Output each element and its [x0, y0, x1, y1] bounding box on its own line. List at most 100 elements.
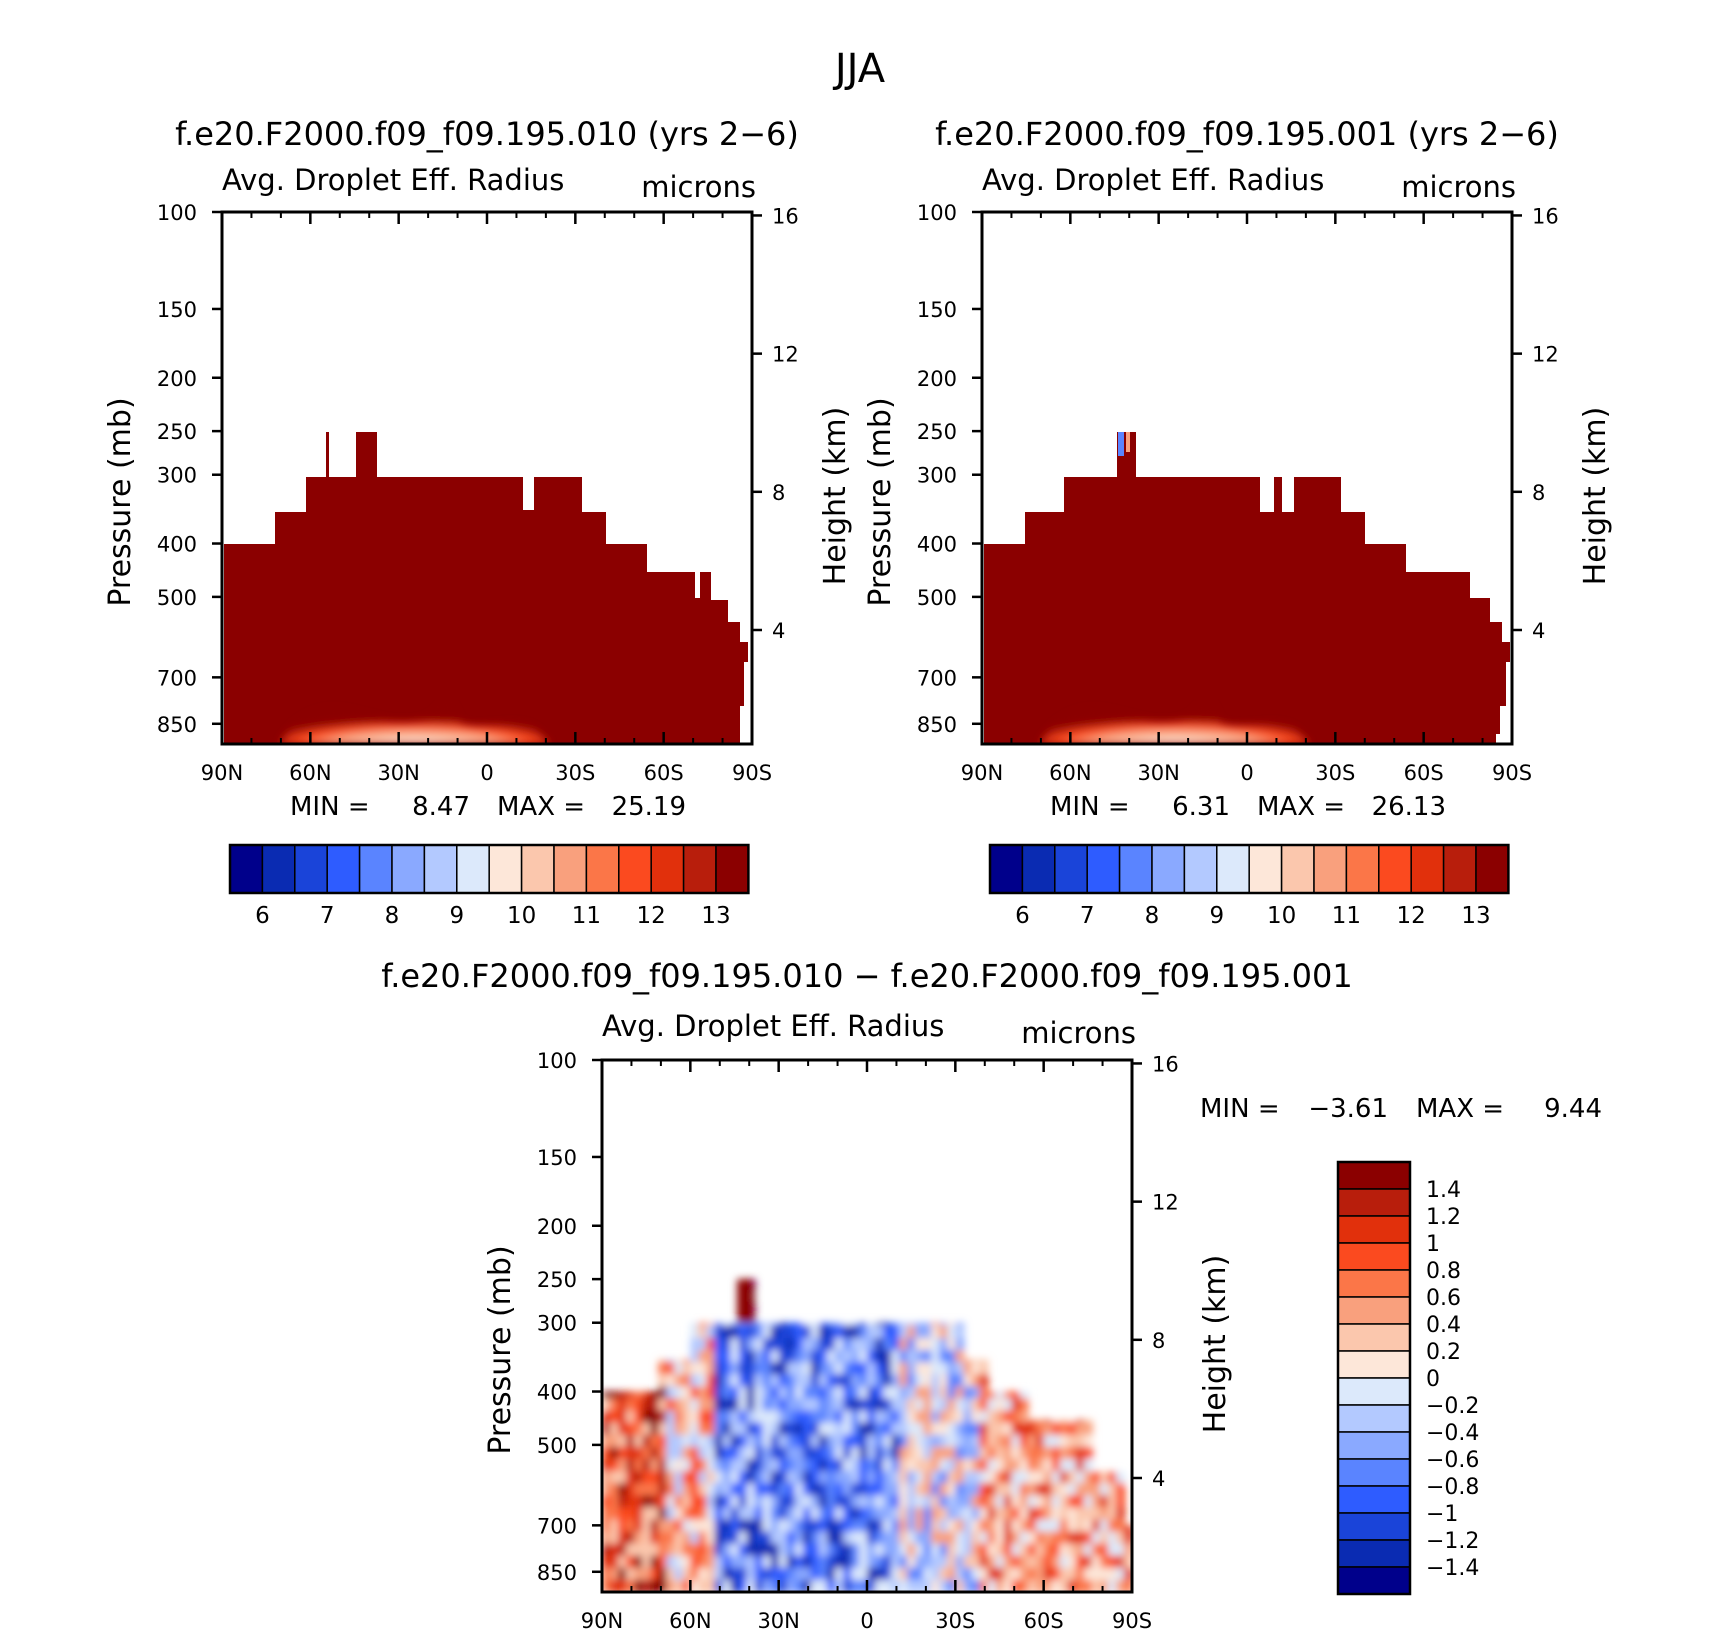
difference-cell	[987, 1543, 997, 1557]
colorbar-label: 12	[1397, 903, 1426, 929]
colorbar-box	[1183, 844, 1218, 894]
difference-cell	[706, 1362, 716, 1376]
difference-cell	[730, 1326, 740, 1340]
difference-cell	[979, 1459, 989, 1473]
difference-cell	[858, 1555, 868, 1569]
panel-1-ytick-label: 850	[157, 713, 197, 737]
difference-cell	[714, 1434, 724, 1448]
difference-cell	[706, 1567, 716, 1581]
difference-cell	[1115, 1579, 1125, 1592]
difference-cell	[915, 1555, 925, 1569]
difference-cell	[1003, 1410, 1013, 1424]
difference-cell	[818, 1543, 828, 1557]
difference-cell	[618, 1391, 628, 1405]
panel-3-ylabel: Pressure (mb)	[483, 1245, 518, 1454]
colorbar-box	[358, 844, 393, 894]
difference-cell	[987, 1495, 997, 1509]
panel-2-xtick-label: 0	[1240, 761, 1253, 785]
difference-cell	[867, 1386, 877, 1400]
difference-cell	[826, 1519, 836, 1533]
difference-cell	[658, 1579, 668, 1592]
difference-cell	[810, 1519, 820, 1533]
difference-cell	[730, 1374, 740, 1388]
difference-cell	[818, 1350, 828, 1364]
difference-cell	[979, 1579, 989, 1592]
difference-cell	[971, 1374, 981, 1388]
difference-cell	[698, 1398, 708, 1412]
panel-2-ytick-label: 200	[917, 367, 957, 391]
difference-cell	[1075, 1507, 1085, 1521]
difference-cell	[706, 1374, 716, 1388]
difference-cell	[1051, 1519, 1061, 1533]
difference-cell	[698, 1495, 708, 1509]
difference-cell	[907, 1507, 917, 1521]
difference-cell	[770, 1398, 780, 1412]
difference-cell	[770, 1507, 780, 1521]
difference-cell	[915, 1543, 925, 1557]
difference-cell	[626, 1507, 636, 1521]
difference-cell	[1019, 1446, 1029, 1460]
difference-cell	[963, 1386, 973, 1400]
difference-cell	[610, 1507, 620, 1521]
difference-cell	[746, 1519, 756, 1533]
difference-cell	[1019, 1410, 1029, 1424]
difference-cell	[850, 1579, 860, 1592]
difference-cell	[1035, 1422, 1045, 1436]
difference-cell	[762, 1422, 772, 1436]
panel-1-xtick-label: 60N	[289, 761, 331, 785]
difference-cell	[778, 1362, 788, 1376]
difference-cell	[939, 1446, 949, 1460]
difference-cell	[754, 1350, 764, 1364]
difference-cell	[1083, 1422, 1093, 1436]
difference-cell	[666, 1410, 676, 1424]
difference-cell	[610, 1519, 620, 1533]
difference-cell	[706, 1495, 716, 1509]
difference-cell	[971, 1410, 981, 1424]
difference-cell	[1003, 1567, 1013, 1581]
difference-cell	[995, 1495, 1005, 1509]
difference-cell	[682, 1471, 692, 1485]
difference-cell	[1019, 1507, 1029, 1521]
difference-cell	[778, 1567, 788, 1581]
panel-3-ytick-label: 500	[537, 1434, 577, 1458]
difference-cell	[947, 1567, 957, 1581]
difference-cell	[602, 1459, 612, 1473]
difference-cell	[634, 1434, 644, 1448]
difference-cell	[786, 1543, 796, 1557]
difference-cell	[834, 1495, 844, 1509]
difference-cell	[818, 1434, 828, 1448]
difference-cell	[634, 1398, 644, 1412]
difference-cell	[762, 1362, 772, 1376]
difference-cell	[754, 1338, 764, 1352]
difference-cell	[971, 1422, 981, 1436]
difference-cell	[698, 1531, 708, 1545]
difference-cell	[915, 1350, 925, 1364]
difference-cell	[947, 1471, 957, 1485]
panel-2-title: f.e20.F2000.f09_f09.195.001 (yrs 2−6)	[935, 115, 1559, 153]
difference-cell	[1083, 1495, 1093, 1509]
difference-cell	[1019, 1495, 1029, 1509]
difference-cell	[706, 1410, 716, 1424]
difference-cell	[1059, 1507, 1069, 1521]
difference-cell	[642, 1543, 652, 1557]
difference-cell	[794, 1555, 804, 1569]
difference-cell	[1051, 1567, 1061, 1581]
difference-cell	[818, 1567, 828, 1581]
difference-cell	[1115, 1507, 1125, 1521]
difference-cell	[939, 1543, 949, 1557]
difference-cell	[722, 1326, 732, 1340]
panel-2-ytick-label: 850	[917, 713, 957, 737]
difference-cell	[698, 1446, 708, 1460]
colorbar-frame	[988, 843, 1510, 895]
difference-cell	[1051, 1555, 1061, 1569]
difference-cell	[899, 1495, 909, 1509]
difference-cell	[770, 1374, 780, 1388]
difference-cell	[1035, 1434, 1045, 1448]
difference-cell	[963, 1483, 973, 1497]
panel-2-axes: 90N 60N 30N 0 30S 60S 90S 100 150 200 250 300 400 500…	[863, 201, 1613, 785]
difference-cell	[610, 1579, 620, 1592]
difference-cell	[770, 1350, 780, 1364]
difference-cell	[858, 1483, 868, 1497]
difference-cell	[626, 1543, 636, 1557]
difference-cell	[666, 1483, 676, 1497]
